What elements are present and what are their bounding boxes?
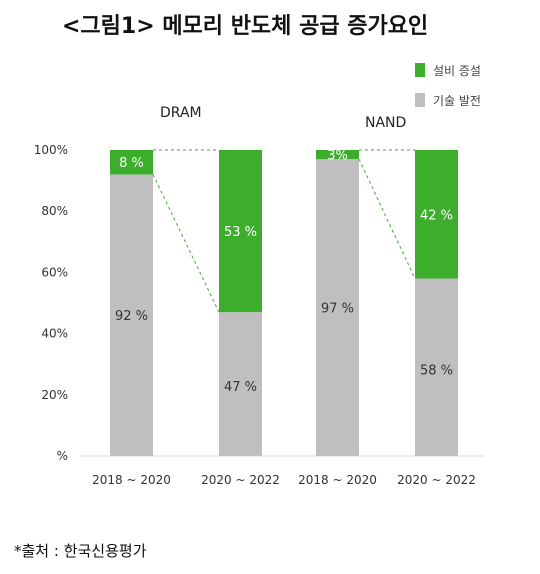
- chart-title: <그림1> 메모리 반도체 공급 증가요인: [62, 14, 429, 39]
- data-label-technology: 97 %: [321, 302, 354, 317]
- data-label-technology: 58 %: [420, 363, 453, 378]
- legend-label-expansion: 설비 증설: [433, 63, 481, 78]
- y-tick-label: 20%: [41, 388, 68, 402]
- bar-technology: [415, 278, 458, 456]
- data-label-technology: 47 %: [224, 380, 257, 395]
- bar-expansion: [316, 150, 359, 160]
- y-tick-label: 100%: [34, 143, 68, 157]
- bar-expansion: [219, 150, 262, 313]
- data-label-expansion: 8 %: [119, 156, 144, 171]
- connector-line-bottom: [358, 158, 416, 279]
- bar-technology: [219, 312, 262, 456]
- bar-expansion: [110, 150, 153, 175]
- data-label-expansion: 42 %: [420, 208, 453, 223]
- data-label-expansion: 3%: [327, 149, 348, 164]
- y-tick-label: %: [57, 449, 68, 463]
- legend-item-technology: 기술 발전: [415, 85, 481, 115]
- group-label-nand: NAND: [365, 115, 407, 131]
- x-category-label: 2018 ~ 2020: [92, 473, 171, 487]
- y-tick-label: 60%: [41, 265, 68, 279]
- bar-expansion: [415, 150, 458, 279]
- x-category-label: 2020 ~ 2022: [201, 473, 280, 487]
- legend-swatch-expansion: [415, 63, 425, 77]
- group-label-dram: DRAM: [160, 105, 202, 121]
- x-category-label: 2018 ~ 2020: [298, 473, 377, 487]
- legend-item-expansion: 설비 증설: [415, 55, 481, 85]
- connector-line-bottom: [152, 174, 220, 313]
- y-tick-label: 80%: [41, 204, 68, 218]
- y-tick-label: 40%: [41, 327, 68, 341]
- legend: 설비 증설 기술 발전: [415, 55, 481, 115]
- x-category-label: 2020 ~ 2022: [397, 473, 476, 487]
- bar-technology: [316, 159, 359, 456]
- legend-swatch-technology: [415, 93, 425, 107]
- data-label-expansion: 53 %: [224, 225, 257, 240]
- source-note: *출처 : 한국신용평가: [14, 542, 147, 560]
- bar-technology: [110, 174, 153, 457]
- data-label-technology: 92 %: [115, 309, 148, 324]
- legend-label-technology: 기술 발전: [433, 93, 481, 108]
